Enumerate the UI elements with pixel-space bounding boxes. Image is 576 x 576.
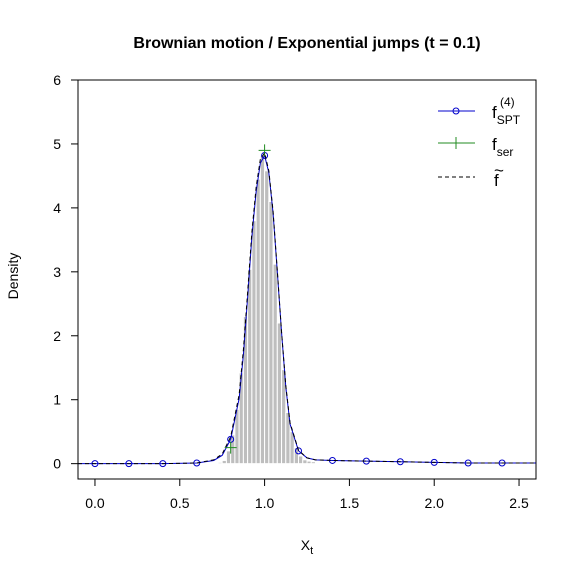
legend-item-tilde: ~ f — [438, 161, 504, 190]
histogram-bar-7 — [247, 268, 253, 465]
histogram-bar-5 — [238, 372, 244, 465]
series-0-marker-11 — [464, 459, 472, 467]
x-tick-label-0: 0.0 — [85, 495, 105, 511]
x-axis-label-sub: t — [310, 545, 313, 557]
axes: 0.0 0.5 1.0 1.5 2.0 2.5 0 1 2 3 4 5 6 — [53, 72, 537, 511]
y-tick-label-6: 6 — [53, 72, 61, 88]
x-tick-label-2: 1.0 — [255, 495, 275, 511]
histogram-bar-8 — [251, 220, 257, 465]
y-tick-label-2: 2 — [53, 328, 61, 344]
series-1-marker-0 — [224, 441, 237, 454]
series-1-marker-1 — [258, 144, 271, 157]
y-tick-label-5: 5 — [53, 136, 61, 152]
histogram-bar-10 — [259, 154, 266, 465]
histogram-bar-12 — [268, 200, 274, 465]
histogram-bar-14 — [276, 322, 283, 465]
histogram-bar-19 — [298, 455, 304, 465]
series-0-marker-6 — [295, 447, 303, 455]
legend-marker-ser — [450, 137, 462, 149]
legend-label-tilde: f — [494, 171, 499, 190]
histogram-bar-3 — [230, 434, 236, 465]
histogram-bar-21 — [306, 460, 312, 465]
y-tick-label-4: 4 — [53, 200, 61, 216]
legend-marker-spt — [452, 107, 460, 115]
histogram-bar-6 — [242, 316, 249, 465]
histogram-bar-20 — [302, 459, 308, 465]
x-tick-label-3: 1.5 — [340, 495, 360, 511]
legend-label-spt-main: f — [492, 103, 497, 122]
histogram-bar-13 — [272, 263, 278, 465]
legend-item-spt: fSPT (4) — [438, 95, 521, 127]
y-tick-label-1: 1 — [53, 392, 61, 408]
series-line-2 — [78, 151, 536, 465]
histogram-bar-1 — [221, 459, 227, 465]
histogram-bar-22 — [310, 461, 316, 465]
plot-area — [78, 144, 536, 468]
series-line-0 — [78, 154, 536, 465]
x-tick-label-1: 0.5 — [170, 495, 190, 511]
legend-label-spt-sup: (4) — [500, 95, 515, 109]
legend-label-ser: fser — [492, 135, 513, 159]
series-0-marker-0 — [91, 460, 99, 468]
histogram-bar-9 — [255, 178, 261, 465]
legend: fSPT(4) fser ~ f — [438, 95, 521, 190]
series-0-marker-10 — [430, 458, 438, 466]
chart-title: Brownian motion / Exponential jumps (t =… — [133, 35, 480, 52]
legend-label-ser-main: f — [492, 135, 497, 154]
legend-label-tilde-accent: ~ — [494, 161, 504, 180]
y-tick-label-3: 3 — [53, 264, 61, 280]
legend-label-ser-sub: ser — [497, 145, 514, 159]
x-axis-label: Xt — [301, 537, 313, 557]
histogram-bar-2 — [225, 450, 232, 465]
legend-label-spt-sub: SPT — [497, 113, 521, 127]
x-axis-label-main: X — [301, 537, 311, 553]
histogram-bar-0 — [217, 461, 223, 465]
y-axis-label: Density — [5, 253, 21, 300]
series-0-marker-1 — [125, 460, 133, 468]
legend-item-ser: fser — [438, 135, 513, 159]
histogram-bar-11 — [264, 170, 270, 465]
plot-frame — [77, 79, 537, 480]
x-tick-label-4: 2.0 — [424, 495, 444, 511]
x-tick-label-5: 2.5 — [509, 495, 529, 511]
y-tick-label-0: 0 — [53, 456, 61, 472]
legend-label-spt: fSPT (4) — [492, 95, 521, 127]
